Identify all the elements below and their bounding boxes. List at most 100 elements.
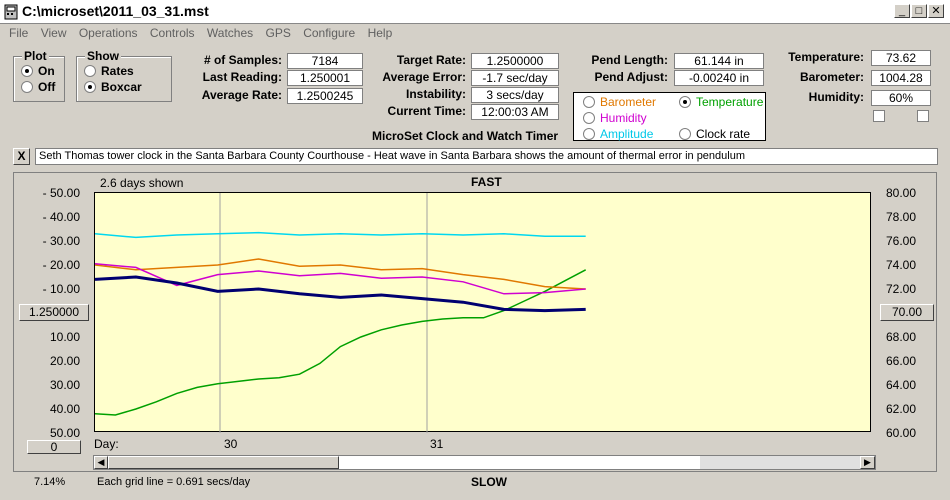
rate-center-button[interactable]: 1.250000 <box>19 304 89 321</box>
menu-gps[interactable]: GPS <box>265 26 291 40</box>
right-tick-label: 62.00 <box>886 402 917 416</box>
barometer-value: 1004.28 <box>871 70 931 86</box>
plot-area <box>94 192 871 433</box>
samples-value: 7184 <box>287 53 363 69</box>
show-boxcar-radio[interactable]: Boxcar <box>84 80 142 94</box>
barometer-radio[interactable]: Barometer <box>583 95 656 109</box>
plot-on-radio[interactable]: On <box>21 64 55 78</box>
left-tick-label: - 20.00 <box>42 258 80 272</box>
right-tick-label: 80.00 <box>886 186 917 200</box>
clock-rate-radio[interactable]: Clock rate <box>679 127 750 141</box>
radio-selected-icon <box>84 81 96 93</box>
left-tick-label: 40.00 <box>49 402 80 416</box>
last-reading-label: Last Reading: <box>202 70 282 84</box>
average-rate-value: 1.2500245 <box>287 88 363 104</box>
pend-length-value: 61.144 in <box>674 53 764 69</box>
instability-value: 3 secs/day <box>471 87 559 103</box>
slow-label: SLOW <box>471 475 507 489</box>
right-tick-label: 66.00 <box>886 354 917 368</box>
temperature-label: Temperature: <box>788 50 864 64</box>
current-time-label: Current Time: <box>387 104 466 118</box>
left-tick-label: - 10.00 <box>42 282 80 296</box>
current-time-value: 12:00:03 AM <box>471 104 559 120</box>
amplitude-radio[interactable]: Amplitude <box>583 127 653 141</box>
right-scale-button[interactable]: 70.00 <box>880 304 934 321</box>
left-tick-label: - 40.00 <box>42 210 80 224</box>
humidity-value: 60% <box>871 90 931 106</box>
amplitude-option-label: Amplitude <box>600 127 654 141</box>
grid-note: Each grid line = 0.691 secs/day <box>97 476 251 488</box>
show-group: Show <box>76 49 172 102</box>
left-tick-label: 20.00 <box>49 354 80 368</box>
right-tick-label: 74.00 <box>886 258 917 272</box>
right-tick-label: 60.00 <box>886 426 917 440</box>
radio-icon <box>679 128 691 140</box>
menu-controls[interactable]: Controls <box>149 26 195 40</box>
scroll-track-segment <box>700 456 860 469</box>
menu-watches[interactable]: Watches <box>206 26 254 40</box>
series-humidity <box>94 263 586 295</box>
target-rate-label: Target Rate: <box>396 53 466 67</box>
barometer-option-label: Barometer <box>600 95 657 109</box>
checkbox-1[interactable] <box>873 110 885 122</box>
radio-icon <box>21 81 33 93</box>
app-caption: MicroSet Clock and Watch Timer <box>372 129 559 143</box>
series-clock-rate <box>94 275 586 313</box>
maximize-button[interactable]: □ <box>911 4 927 18</box>
sensor-options-box <box>573 92 766 141</box>
barometer-label: Barometer: <box>799 70 864 84</box>
menu-view[interactable]: View <box>40 26 67 40</box>
scroll-left-button[interactable]: ◀ <box>94 456 108 469</box>
x-tick-31: 31 <box>430 437 444 451</box>
days-shown-label: 2.6 days shown <box>100 176 184 190</box>
right-tick-label: 78.00 <box>886 210 917 224</box>
minimize-button[interactable]: _ <box>894 4 910 18</box>
right-tick-label: 76.00 <box>886 234 917 248</box>
close-button[interactable]: ✕ <box>928 4 944 18</box>
time-scrollbar[interactable]: ◀ ▶ <box>93 455 876 470</box>
right-tick-label: 72.00 <box>886 282 917 296</box>
menu-bar: File View Operations Controls Watches GP… <box>0 24 950 42</box>
percent-label: 7.14% <box>34 476 66 488</box>
instability-label: Instability: <box>405 87 466 101</box>
radio-icon <box>583 96 595 108</box>
plot-group: Plot <box>13 49 65 102</box>
plot-off-label: Off <box>38 80 56 94</box>
left-tick-label: 50.00 <box>49 426 80 440</box>
samples-label: # of Samples: <box>203 53 282 67</box>
close-icon: X <box>17 149 26 163</box>
humidity-radio[interactable]: Humidity <box>583 111 647 125</box>
pend-adjust-value: -0.00240 in <box>674 70 764 86</box>
menu-configure[interactable]: Configure <box>303 26 356 40</box>
scroll-thumb[interactable] <box>108 456 339 469</box>
right-tick-label: 68.00 <box>886 330 917 344</box>
day-axis-label: Day: <box>94 437 119 451</box>
menu-help[interactable]: Help <box>367 26 393 40</box>
average-error-value: -1.7 sec/day <box>471 70 559 86</box>
temperature-option-label: Temperature <box>696 95 764 109</box>
plot-group-title: Plot <box>22 49 49 63</box>
note-close-button[interactable]: X <box>13 148 30 165</box>
temperature-radio[interactable]: Temperature <box>679 95 763 109</box>
note-text-field[interactable]: Seth Thomas tower clock in the Santa Bar… <box>35 148 938 165</box>
zero-button[interactable]: 0 <box>27 440 81 454</box>
checkbox-2[interactable] <box>917 110 929 122</box>
average-error-label: Average Error: <box>382 70 466 84</box>
show-group-title: Show <box>85 49 121 63</box>
show-rates-label: Rates <box>101 64 134 78</box>
radio-selected-icon <box>679 96 691 108</box>
average-rate-label: Average Rate: <box>201 88 282 102</box>
show-rates-radio[interactable]: Rates <box>84 64 134 78</box>
radio-icon <box>583 128 595 140</box>
left-tick-label: 10.00 <box>49 330 80 344</box>
plot-off-radio[interactable]: Off <box>21 80 55 94</box>
menu-operations[interactable]: Operations <box>78 26 138 40</box>
app-icon <box>4 4 18 20</box>
scroll-right-button[interactable]: ▶ <box>860 456 875 469</box>
series-barometer <box>94 258 586 290</box>
humidity-option-label: Humidity <box>600 111 647 125</box>
menu-file[interactable]: File <box>9 26 29 40</box>
right-tick-label: 64.00 <box>886 378 917 392</box>
title-bar: C:\microset\2011_03_31.mst _ □ ✕ <box>0 0 950 24</box>
plot-on-label: On <box>38 64 55 78</box>
